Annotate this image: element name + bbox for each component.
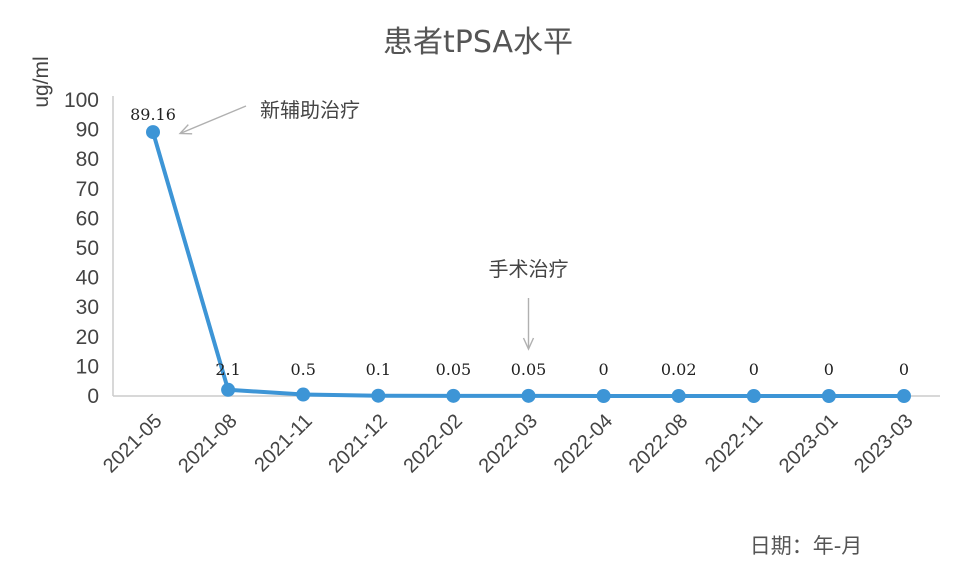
- y-tick-label: 80: [76, 148, 99, 171]
- data-point: [296, 387, 311, 402]
- y-tick-label: 40: [76, 267, 99, 290]
- x-tick-label: 2022-03: [475, 410, 542, 477]
- data-point: [897, 389, 911, 403]
- y-tick-label: 90: [76, 119, 99, 142]
- y-tick-label: 50: [76, 237, 99, 260]
- y-tick-label: 100: [64, 89, 99, 112]
- data-label: 0.02: [661, 360, 697, 379]
- y-tick-label: 70: [76, 178, 99, 201]
- annotation-neoadjuvant-arrow: [178, 105, 247, 135]
- x-tick-labels: 2021-05 2021-08 2021-11 2021-12 2022-02 2022-…: [99, 410, 917, 477]
- x-tick-label: 2023-03: [850, 410, 917, 477]
- data-label: 2.1: [215, 360, 240, 379]
- chart-title: 患者tPSA水平: [383, 25, 573, 60]
- x-tick-label: 2021-12: [324, 410, 391, 477]
- data-label: 0.1: [366, 360, 391, 379]
- data-point: [146, 125, 160, 140]
- data-label: 0.5: [290, 360, 315, 379]
- x-tick-label: 2021-11: [250, 410, 316, 476]
- data-label: 0.05: [436, 360, 472, 379]
- x-tick-label: 2021-05: [99, 410, 166, 477]
- data-label: 0: [824, 360, 834, 379]
- data-point: [596, 389, 611, 403]
- y-tick-label: 20: [76, 326, 99, 349]
- data-label: 0: [899, 360, 909, 379]
- annotation-neoadjuvant: 新辅助治疗: [260, 98, 360, 122]
- data-label: 89.16: [130, 105, 176, 124]
- data-label: 0: [599, 360, 609, 379]
- y-axis: 0 10 20 30 40 50 60 70 80 90 100: [64, 89, 114, 408]
- y-tick-label: 60: [76, 207, 99, 230]
- data-point: [746, 389, 761, 403]
- data-point: [446, 388, 461, 403]
- data-point: [221, 382, 236, 397]
- x-tick-label: 2023-01: [775, 410, 842, 477]
- data-point: [371, 388, 386, 403]
- y-tick-label: 10: [76, 355, 99, 378]
- annotation-surgery: 手术治疗: [489, 257, 569, 281]
- x-tick-label: 2022-04: [550, 410, 617, 477]
- data-point: [821, 389, 836, 403]
- y-tick-label: 0: [87, 385, 99, 408]
- x-axis-label: 日期：年-月: [750, 534, 863, 558]
- data-points: [146, 125, 911, 403]
- data-point: [521, 388, 536, 403]
- data-label: 0: [749, 360, 759, 379]
- y-axis-label: ug/ml: [30, 56, 53, 107]
- x-tick-label: 2021-08: [174, 410, 241, 477]
- data-labels: 89.16 2.1 0.5 0.1 0.05 0.05 0 0.02 0 0 0: [130, 105, 909, 379]
- x-tick-label: 2022-02: [399, 410, 466, 477]
- x-tick-label: 2022-08: [625, 410, 692, 477]
- x-tick-label: 2022-11: [701, 410, 767, 476]
- data-point: [671, 388, 686, 403]
- y-tick-label: 30: [76, 296, 99, 319]
- data-label: 0.05: [511, 360, 547, 379]
- annotations: 新辅助治疗 手术治疗: [178, 98, 569, 351]
